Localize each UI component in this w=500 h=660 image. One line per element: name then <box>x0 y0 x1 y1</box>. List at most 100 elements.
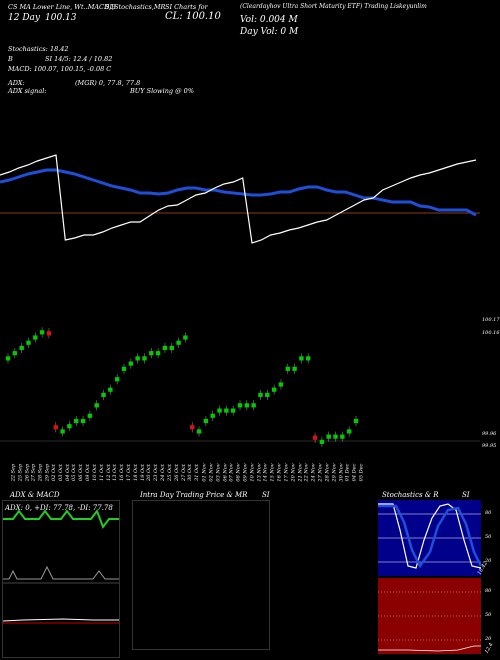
x-date-label: 24 Nov <box>310 463 317 482</box>
candle-body <box>46 331 52 336</box>
price-label-bottom-1: 99.96 <box>482 431 497 437</box>
candle-body <box>224 408 229 413</box>
x-date-label: 30 Nov <box>338 463 345 482</box>
x-date-label: 17 Oct <box>125 464 132 481</box>
candle-body <box>306 356 311 361</box>
candle-body <box>101 392 106 397</box>
candle-body <box>183 335 188 340</box>
x-date-label: 16 Nov <box>276 463 283 482</box>
stoch-label-20: 20 <box>485 558 492 564</box>
info-adx-values: (MGR) 0, 77.8, 77.8 <box>75 79 141 87</box>
candle-body <box>292 366 297 371</box>
candle-body <box>87 413 93 418</box>
candle-body <box>265 392 270 397</box>
header-title-4: (Cleardayhov Ultra Short Maturity ETF) T… <box>240 3 427 10</box>
x-date-label: 21 Nov <box>297 463 304 482</box>
candle-body <box>33 335 38 340</box>
candle-body <box>108 387 113 392</box>
candle-body <box>210 413 215 418</box>
adx-panel: ADX: 0, +DI: 77.78, -DI: 77.78 <box>2 500 120 658</box>
price-label-top-1: 100.17 <box>482 317 500 323</box>
x-date-label: 08 Nov <box>235 463 242 482</box>
x-date-label: 04 Dec <box>351 463 358 482</box>
candle-body <box>67 424 72 429</box>
rsi-label-80: 80 <box>485 588 492 594</box>
si-line <box>0 154 477 244</box>
header-title-3: SI Charts for <box>165 3 208 11</box>
macd-signal-line <box>3 565 119 580</box>
x-date-label: 19 Oct <box>139 464 146 481</box>
x-date-label: 01 Dec <box>344 463 351 482</box>
stoch-label-80: 80 <box>485 510 492 516</box>
info-adx: ADX: <box>8 79 25 87</box>
candle-body <box>285 366 290 371</box>
candle-body <box>340 434 345 439</box>
info-adx-signal: ADX signal: <box>8 87 47 95</box>
header-day: 12 Day <box>8 13 40 23</box>
x-date-label: 14 Nov <box>263 463 270 482</box>
x-date-label: 26 Sep <box>23 463 30 482</box>
candle-body <box>319 439 325 444</box>
candle-body <box>196 429 202 434</box>
price-label-top-2: 100.16 <box>482 330 500 336</box>
info-stochastics: Stochastics: 18.42 <box>8 45 69 53</box>
x-date-label: 29 Sep <box>44 463 51 482</box>
adx-lines <box>3 508 119 624</box>
candle-body <box>203 418 209 424</box>
x-date-label: 26 Oct <box>173 464 180 481</box>
x-date-label: 03 Oct <box>57 464 64 481</box>
candle-body <box>251 403 256 408</box>
x-date-label: 31 Oct <box>194 464 201 481</box>
x-date-label: 01 Nov <box>201 463 208 482</box>
header-date-value: 100.13 <box>45 13 77 23</box>
candle-body <box>12 351 18 356</box>
stoch-panel-title: Stochastics & R <box>382 491 439 499</box>
x-date-label: 22 Sep <box>10 463 17 482</box>
x-date-label: 28 Nov <box>324 463 331 482</box>
rsi-label-50: 50 <box>485 612 492 618</box>
candle-body <box>230 408 236 413</box>
x-date-label: 04 Oct <box>64 464 71 481</box>
candle-body <box>142 356 147 361</box>
candle-body <box>60 429 65 434</box>
x-date-label: 27 Sep <box>30 463 37 482</box>
candle-body <box>278 382 284 387</box>
candle-body <box>190 425 195 430</box>
x-date-label: 25 Oct <box>166 464 173 481</box>
x-date-label: 25 Sep <box>17 463 24 482</box>
x-date-label: 17 Nov <box>283 463 290 482</box>
x-date-label: 02 Oct <box>50 464 57 481</box>
candlestick-chart <box>0 327 480 447</box>
candle-body <box>244 403 250 408</box>
rsi-label-20: 20 <box>485 636 492 642</box>
x-date-label: 09 Oct <box>84 464 91 481</box>
intraday-panel-title-suffix: SI <box>262 491 270 499</box>
x-date-label: 18 Oct <box>132 464 139 481</box>
info-si-prefix: B <box>8 55 13 63</box>
x-date-label: 07 Nov <box>228 463 235 482</box>
x-date-label: 10 Nov <box>249 463 256 482</box>
x-date-label: 05 Oct <box>71 464 78 481</box>
candle-body <box>176 340 181 345</box>
x-date-label: 30 Oct <box>187 464 194 481</box>
candle-body <box>258 392 263 397</box>
stoch-panel: 80 50 20 18.42 80 50 20 12.4 <box>378 500 498 656</box>
candle-body <box>114 377 120 382</box>
stoch-chart <box>378 500 483 654</box>
intraday-panel <box>132 500 270 650</box>
x-date-label: 28 Sep <box>37 463 44 482</box>
candle-body <box>128 361 134 366</box>
candle-body <box>237 403 243 408</box>
header-title-1: CS MA Lower Line, Wt..MACD,B <box>8 3 116 11</box>
x-date-label: 23 Oct <box>153 464 160 481</box>
candle-body <box>155 351 161 356</box>
header-dayvol: Day Vol: 0 M <box>240 27 299 37</box>
x-date-label: 20 Nov <box>290 463 297 482</box>
stoch-k-line <box>378 503 482 569</box>
candle-body <box>353 418 359 424</box>
candle-body <box>121 366 127 371</box>
x-date-label: 11 Oct <box>98 464 105 481</box>
header-title-2: SI,Stochastics,MR <box>105 3 166 11</box>
header-close: CL: 100.10 <box>165 11 221 22</box>
ma-line <box>0 168 477 217</box>
